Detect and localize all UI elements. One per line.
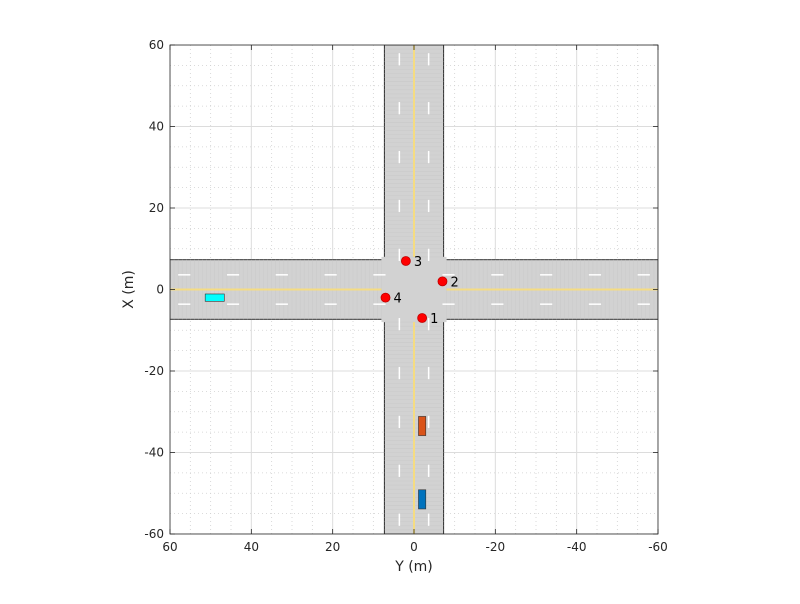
- intersection: [381, 256, 447, 323]
- waypoint-label: 3: [414, 255, 422, 270]
- x-tick-label: -20: [486, 540, 506, 554]
- waypoint-marker: [400, 256, 411, 266]
- y-tick-label: 20: [149, 201, 164, 215]
- waypoint-marker: [417, 313, 428, 323]
- vehicle-car: [204, 293, 225, 302]
- y-tick-label: 60: [149, 38, 164, 52]
- waypoint-label: 4: [394, 292, 402, 307]
- x-tick-label: 20: [325, 540, 340, 554]
- x-tick-label: -60: [648, 540, 668, 554]
- x-axis-label: Y (m): [394, 559, 433, 575]
- y-tick-label: 0: [156, 283, 164, 297]
- plot-layer: [170, 45, 658, 534]
- x-tick-label: -40: [567, 540, 587, 554]
- vehicle-ego: [418, 489, 427, 510]
- y-tick-label: -40: [144, 446, 164, 460]
- y-tick-label: -20: [144, 364, 164, 378]
- y-tick-label: 40: [149, 120, 164, 134]
- x-tick-label: 60: [162, 540, 177, 554]
- waypoint-marker: [380, 292, 391, 303]
- y-tick-label: -60: [144, 527, 164, 541]
- waypoint-marker: [437, 276, 448, 287]
- waypoint-label: 1: [430, 312, 438, 327]
- waypoint-label: 2: [450, 275, 458, 290]
- x-tick-label: 0: [410, 540, 418, 554]
- x-tick-label: 40: [244, 540, 259, 554]
- y-axis-label: X (m): [121, 270, 137, 309]
- vehicle-car: [418, 416, 427, 436]
